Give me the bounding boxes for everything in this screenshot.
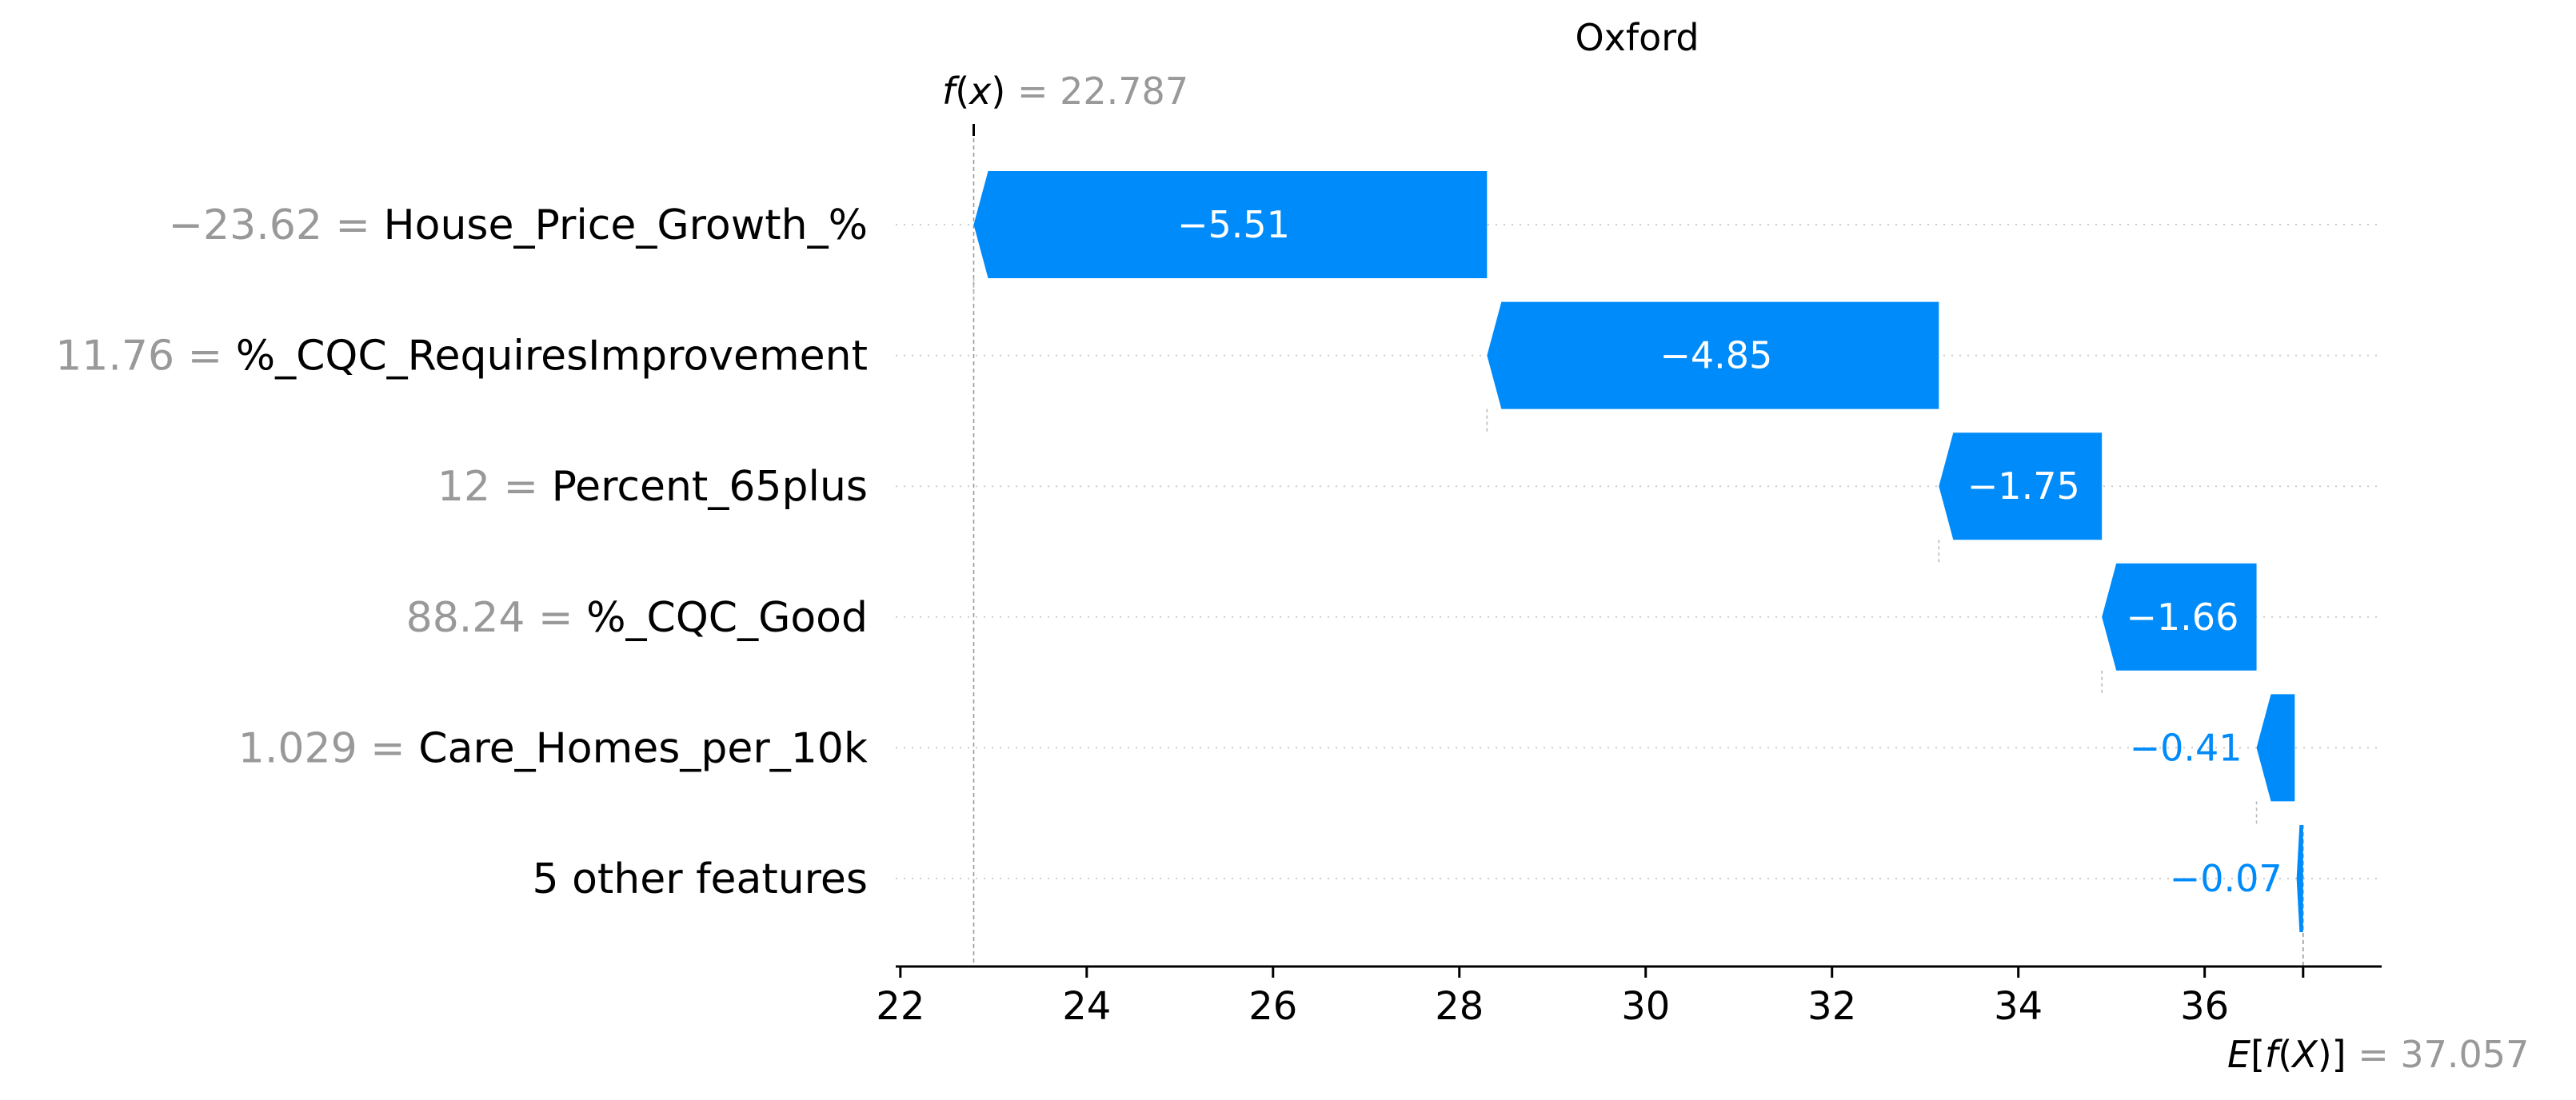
feature-value: 11.76 =: [55, 333, 236, 381]
bar-value-label: −1.66: [2126, 596, 2239, 639]
feature-label: 88.24 = %_CQC_Good: [406, 594, 868, 642]
waterfall-bar: [1939, 432, 2103, 540]
x-tick-label: 34: [1994, 984, 2043, 1029]
feature-labels: −23.62 = House_Price_Growth_% 11.76 = %_C…: [55, 201, 868, 903]
feature-label: −23.62 = House_Price_Growth_%: [168, 201, 868, 249]
chart-title: Oxford: [1575, 16, 1699, 59]
bars: [972, 171, 2303, 932]
feature-name: House_Price_Growth_%: [384, 201, 868, 249]
feature-label: 12 = Percent_65plus: [437, 463, 868, 511]
feature-name: %_CQC_RequiresImprovement: [236, 333, 868, 381]
feature-name: 5 other features: [532, 855, 868, 903]
feature-name: %_CQC_Good: [586, 594, 868, 642]
x-axis: 22 24 26 28 30 32 34 36: [876, 965, 2382, 1029]
waterfall-bar: [2102, 563, 2257, 671]
bar-value-label: −0.07: [2170, 857, 2282, 900]
bar-value-label: −5.51: [1177, 203, 1290, 246]
x-tick-label: 36: [2180, 984, 2229, 1029]
x-tick-label: 30: [1621, 984, 1670, 1029]
x-tick-label: 28: [1435, 984, 1484, 1029]
feature-label: 1.029 = Care_Homes_per_10k: [238, 724, 868, 772]
efx-label: E[f(X)] = 37.057: [2227, 1033, 2529, 1076]
waterfall-bar: [2256, 694, 2295, 802]
bar-labels: −5.51 −4.85 −1.75 −1.66 −0.41 −0.07: [1177, 203, 2282, 900]
x-tick-label: 22: [876, 984, 925, 1029]
feature-label: 11.76 = %_CQC_RequiresImprovement: [55, 333, 868, 381]
waterfall-bar: [1487, 301, 1939, 409]
fx-label: f(x) = 22.787: [942, 70, 1188, 113]
bar-value-label: −4.85: [1659, 334, 1772, 377]
waterfall-bar: [2296, 825, 2303, 932]
x-tick-label: 32: [1807, 984, 1856, 1029]
bar-value-label: −0.41: [2130, 726, 2243, 769]
x-tick-label: 24: [1062, 984, 1111, 1029]
waterfall-bar: [973, 171, 1488, 278]
feature-value: −23.62 =: [168, 201, 383, 249]
bar-value-label: −1.75: [1967, 464, 2080, 508]
feature-name: Percent_65plus: [552, 463, 868, 511]
x-tick-label: 26: [1248, 984, 1297, 1029]
feature-name: Care_Homes_per_10k: [418, 724, 868, 772]
feature-value: 12 =: [437, 463, 552, 511]
feature-label: 5 other features: [532, 855, 868, 903]
feature-value: 1.029 =: [238, 724, 419, 772]
feature-value: 88.24 =: [406, 594, 587, 642]
